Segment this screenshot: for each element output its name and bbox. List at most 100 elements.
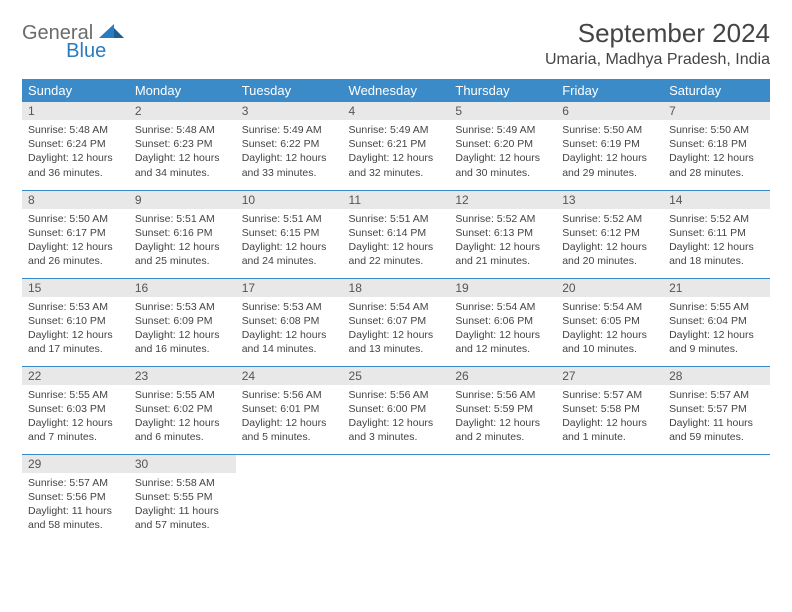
- day-details: Sunrise: 5:54 AMSunset: 6:06 PMDaylight:…: [449, 297, 556, 361]
- day-number: 1: [22, 102, 129, 120]
- weekday-header: Wednesday: [343, 79, 450, 102]
- calendar-row: 22Sunrise: 5:55 AMSunset: 6:03 PMDayligh…: [22, 366, 770, 454]
- day-details: Sunrise: 5:49 AMSunset: 6:20 PMDaylight:…: [449, 120, 556, 184]
- logo-text-blue: Blue: [66, 40, 106, 63]
- day-details: Sunrise: 5:53 AMSunset: 6:10 PMDaylight:…: [22, 297, 129, 361]
- day-number: 4: [343, 102, 450, 120]
- day-details: Sunrise: 5:52 AMSunset: 6:13 PMDaylight:…: [449, 209, 556, 273]
- calendar-cell: [343, 454, 450, 542]
- calendar-cell: 23Sunrise: 5:55 AMSunset: 6:02 PMDayligh…: [129, 366, 236, 454]
- calendar-cell: 24Sunrise: 5:56 AMSunset: 6:01 PMDayligh…: [236, 366, 343, 454]
- day-details: Sunrise: 5:51 AMSunset: 6:14 PMDaylight:…: [343, 209, 450, 273]
- calendar-cell: [236, 454, 343, 542]
- day-details: Sunrise: 5:57 AMSunset: 5:56 PMDaylight:…: [22, 473, 129, 537]
- day-number: 14: [663, 191, 770, 209]
- day-details: Sunrise: 5:57 AMSunset: 5:58 PMDaylight:…: [556, 385, 663, 449]
- location: Umaria, Madhya Pradesh, India: [545, 51, 770, 69]
- day-number: 10: [236, 191, 343, 209]
- calendar-cell: 6Sunrise: 5:50 AMSunset: 6:19 PMDaylight…: [556, 102, 663, 190]
- day-details: Sunrise: 5:48 AMSunset: 6:23 PMDaylight:…: [129, 120, 236, 184]
- calendar-table: SundayMondayTuesdayWednesdayThursdayFrid…: [22, 79, 770, 542]
- calendar-cell: 10Sunrise: 5:51 AMSunset: 6:15 PMDayligh…: [236, 190, 343, 278]
- calendar-cell: 21Sunrise: 5:55 AMSunset: 6:04 PMDayligh…: [663, 278, 770, 366]
- day-number: 23: [129, 367, 236, 385]
- day-details: Sunrise: 5:53 AMSunset: 6:09 PMDaylight:…: [129, 297, 236, 361]
- day-details: Sunrise: 5:50 AMSunset: 6:17 PMDaylight:…: [22, 209, 129, 273]
- day-number: 28: [663, 367, 770, 385]
- calendar-cell: 4Sunrise: 5:49 AMSunset: 6:21 PMDaylight…: [343, 102, 450, 190]
- calendar-cell: 3Sunrise: 5:49 AMSunset: 6:22 PMDaylight…: [236, 102, 343, 190]
- day-details: Sunrise: 5:49 AMSunset: 6:22 PMDaylight:…: [236, 120, 343, 184]
- day-details: Sunrise: 5:56 AMSunset: 6:01 PMDaylight:…: [236, 385, 343, 449]
- day-number: 24: [236, 367, 343, 385]
- calendar-cell: 1Sunrise: 5:48 AMSunset: 6:24 PMDaylight…: [22, 102, 129, 190]
- day-number: 11: [343, 191, 450, 209]
- calendar-cell: 26Sunrise: 5:56 AMSunset: 5:59 PMDayligh…: [449, 366, 556, 454]
- calendar-cell: [556, 454, 663, 542]
- calendar-cell: 16Sunrise: 5:53 AMSunset: 6:09 PMDayligh…: [129, 278, 236, 366]
- calendar-row: 1Sunrise: 5:48 AMSunset: 6:24 PMDaylight…: [22, 102, 770, 190]
- day-details: Sunrise: 5:52 AMSunset: 6:11 PMDaylight:…: [663, 209, 770, 273]
- day-number: 18: [343, 279, 450, 297]
- calendar-cell: 25Sunrise: 5:56 AMSunset: 6:00 PMDayligh…: [343, 366, 450, 454]
- day-details: Sunrise: 5:51 AMSunset: 6:15 PMDaylight:…: [236, 209, 343, 273]
- day-number: 26: [449, 367, 556, 385]
- day-number: 6: [556, 102, 663, 120]
- calendar-cell: 22Sunrise: 5:55 AMSunset: 6:03 PMDayligh…: [22, 366, 129, 454]
- calendar-cell: 8Sunrise: 5:50 AMSunset: 6:17 PMDaylight…: [22, 190, 129, 278]
- day-number: 22: [22, 367, 129, 385]
- calendar-cell: 9Sunrise: 5:51 AMSunset: 6:16 PMDaylight…: [129, 190, 236, 278]
- calendar-cell: 18Sunrise: 5:54 AMSunset: 6:07 PMDayligh…: [343, 278, 450, 366]
- day-number: 21: [663, 279, 770, 297]
- calendar-cell: 28Sunrise: 5:57 AMSunset: 5:57 PMDayligh…: [663, 366, 770, 454]
- calendar-cell: 17Sunrise: 5:53 AMSunset: 6:08 PMDayligh…: [236, 278, 343, 366]
- weekday-header: Monday: [129, 79, 236, 102]
- calendar-cell: 14Sunrise: 5:52 AMSunset: 6:11 PMDayligh…: [663, 190, 770, 278]
- weekday-header: Sunday: [22, 79, 129, 102]
- calendar-cell: 2Sunrise: 5:48 AMSunset: 6:23 PMDaylight…: [129, 102, 236, 190]
- day-details: Sunrise: 5:50 AMSunset: 6:18 PMDaylight:…: [663, 120, 770, 184]
- day-number: 9: [129, 191, 236, 209]
- day-number: 17: [236, 279, 343, 297]
- day-details: Sunrise: 5:50 AMSunset: 6:19 PMDaylight:…: [556, 120, 663, 184]
- day-details: Sunrise: 5:54 AMSunset: 6:05 PMDaylight:…: [556, 297, 663, 361]
- calendar-cell: 19Sunrise: 5:54 AMSunset: 6:06 PMDayligh…: [449, 278, 556, 366]
- day-number: 16: [129, 279, 236, 297]
- day-number: 8: [22, 191, 129, 209]
- calendar-cell: 11Sunrise: 5:51 AMSunset: 6:14 PMDayligh…: [343, 190, 450, 278]
- calendar-cell: 20Sunrise: 5:54 AMSunset: 6:05 PMDayligh…: [556, 278, 663, 366]
- day-number: 19: [449, 279, 556, 297]
- calendar-cell: 30Sunrise: 5:58 AMSunset: 5:55 PMDayligh…: [129, 454, 236, 542]
- header: General Blue September 2024 Umaria, Madh…: [22, 18, 770, 69]
- day-number: 2: [129, 102, 236, 120]
- calendar-cell: 27Sunrise: 5:57 AMSunset: 5:58 PMDayligh…: [556, 366, 663, 454]
- day-details: Sunrise: 5:55 AMSunset: 6:03 PMDaylight:…: [22, 385, 129, 449]
- calendar-cell: [449, 454, 556, 542]
- day-number: 30: [129, 455, 236, 473]
- calendar-body: 1Sunrise: 5:48 AMSunset: 6:24 PMDaylight…: [22, 102, 770, 542]
- calendar-head: SundayMondayTuesdayWednesdayThursdayFrid…: [22, 79, 770, 102]
- day-details: Sunrise: 5:48 AMSunset: 6:24 PMDaylight:…: [22, 120, 129, 184]
- day-number: 7: [663, 102, 770, 120]
- day-number: 25: [343, 367, 450, 385]
- day-details: Sunrise: 5:55 AMSunset: 6:04 PMDaylight:…: [663, 297, 770, 361]
- calendar-cell: 5Sunrise: 5:49 AMSunset: 6:20 PMDaylight…: [449, 102, 556, 190]
- day-number: 12: [449, 191, 556, 209]
- day-number: 5: [449, 102, 556, 120]
- calendar-cell: 15Sunrise: 5:53 AMSunset: 6:10 PMDayligh…: [22, 278, 129, 366]
- day-number: 29: [22, 455, 129, 473]
- day-details: Sunrise: 5:54 AMSunset: 6:07 PMDaylight:…: [343, 297, 450, 361]
- day-details: Sunrise: 5:58 AMSunset: 5:55 PMDaylight:…: [129, 473, 236, 537]
- day-details: Sunrise: 5:53 AMSunset: 6:08 PMDaylight:…: [236, 297, 343, 361]
- weekday-header: Friday: [556, 79, 663, 102]
- calendar-cell: 7Sunrise: 5:50 AMSunset: 6:18 PMDaylight…: [663, 102, 770, 190]
- day-number: 27: [556, 367, 663, 385]
- calendar-row: 15Sunrise: 5:53 AMSunset: 6:10 PMDayligh…: [22, 278, 770, 366]
- calendar-cell: 29Sunrise: 5:57 AMSunset: 5:56 PMDayligh…: [22, 454, 129, 542]
- day-number: 20: [556, 279, 663, 297]
- calendar-row: 29Sunrise: 5:57 AMSunset: 5:56 PMDayligh…: [22, 454, 770, 542]
- day-details: Sunrise: 5:57 AMSunset: 5:57 PMDaylight:…: [663, 385, 770, 449]
- weekday-header: Tuesday: [236, 79, 343, 102]
- logo: General Blue: [22, 18, 169, 45]
- weekday-header: Saturday: [663, 79, 770, 102]
